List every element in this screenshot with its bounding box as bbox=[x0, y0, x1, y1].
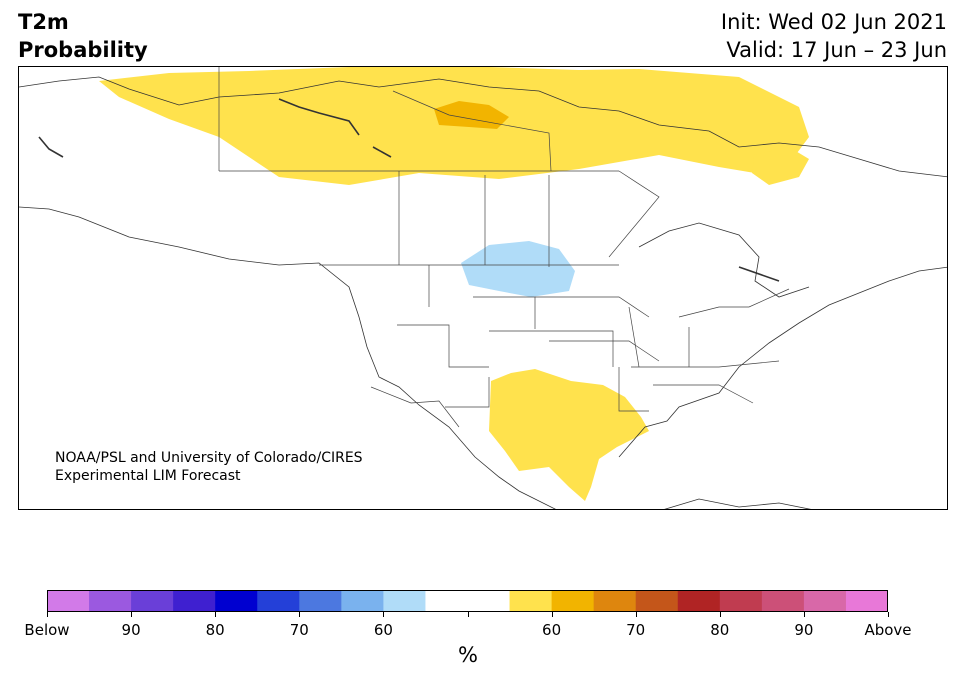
colorbar-unit-label: % bbox=[458, 643, 478, 667]
colorbar-tick-label: 60 bbox=[373, 621, 393, 639]
colorbar-tick bbox=[551, 612, 553, 617]
colorbar-swatch bbox=[761, 590, 805, 612]
variable-title: T2m bbox=[18, 10, 69, 34]
colorbar-swatch bbox=[551, 590, 595, 612]
colorbar-swatch bbox=[47, 590, 90, 612]
colorbar-swatch bbox=[509, 590, 553, 612]
colorbar-tick-label: 90 bbox=[121, 621, 141, 639]
credit-line-2: Experimental LIM Forecast bbox=[55, 468, 241, 484]
colorbar-tick bbox=[215, 612, 217, 617]
colorbar-tick-label: 70 bbox=[626, 621, 646, 639]
colorbar-swatch bbox=[383, 590, 426, 612]
colorbar-swatch bbox=[341, 590, 384, 612]
date-block: Init: Wed 02 Jun 2021 Valid: 17 Jun – 23… bbox=[721, 8, 947, 64]
colorbar-tick-label: Below bbox=[24, 621, 70, 639]
colorbar-swatch bbox=[677, 590, 721, 612]
colorbar-swatch bbox=[425, 590, 468, 612]
credit-text: NOAA/PSL and University of Colorado/CIRE… bbox=[55, 449, 363, 485]
valid-date: Valid: 17 Jun – 23 Jun bbox=[726, 38, 947, 62]
above-normal-region-northeast bbox=[752, 147, 809, 185]
colorbar-swatch bbox=[89, 590, 132, 612]
colorbar-border bbox=[47, 590, 888, 612]
colorbar-tick bbox=[719, 612, 721, 617]
colorbar-tick-label: 60 bbox=[542, 621, 562, 639]
colorbar-swatch bbox=[215, 590, 258, 612]
colorbar-tick bbox=[131, 612, 133, 617]
below-normal-region bbox=[461, 241, 575, 297]
colorbar-swatch bbox=[593, 590, 637, 612]
above-normal-strong-region bbox=[434, 101, 509, 129]
colorbar-swatch bbox=[131, 590, 174, 612]
colorbar-swatch bbox=[635, 590, 679, 612]
colorbar-tick-label: Above bbox=[864, 621, 912, 639]
credit-line-1: NOAA/PSL and University of Colorado/CIRE… bbox=[55, 450, 363, 466]
colorbar-tick bbox=[467, 612, 469, 617]
colorbar-tick bbox=[888, 612, 889, 617]
colorbar-swatch bbox=[803, 590, 847, 612]
product-title: Probability bbox=[18, 38, 148, 62]
colorbar-tick bbox=[299, 612, 301, 617]
political-boundaries bbox=[218, 67, 790, 428]
title-block: T2m Probability bbox=[18, 8, 148, 64]
colorbar-swatch bbox=[257, 590, 300, 612]
colorbar-swatch bbox=[173, 590, 216, 612]
colorbar-swatch bbox=[299, 590, 342, 612]
colorbar-swatch bbox=[845, 590, 888, 612]
colorbar-tick-label: 80 bbox=[710, 621, 730, 639]
north-america-map bbox=[19, 67, 947, 509]
init-date: Init: Wed 02 Jun 2021 bbox=[720, 10, 947, 34]
colorbar-tick bbox=[635, 612, 637, 617]
lakes bbox=[38, 98, 780, 282]
coastlines bbox=[19, 76, 947, 509]
colorbar-tick-label: 70 bbox=[289, 621, 309, 639]
colorbar-tick bbox=[47, 612, 48, 617]
colorbar-swatch bbox=[467, 590, 511, 612]
colorbar-tick-label: 90 bbox=[794, 621, 814, 639]
colorbar-tick bbox=[803, 612, 805, 617]
above-normal-region-south bbox=[489, 369, 649, 501]
colorbar-swatch bbox=[719, 590, 763, 612]
colorbar-tick bbox=[383, 612, 385, 617]
colorbar bbox=[47, 590, 888, 612]
map-panel bbox=[18, 66, 948, 510]
colorbar-tick-label: 80 bbox=[205, 621, 225, 639]
